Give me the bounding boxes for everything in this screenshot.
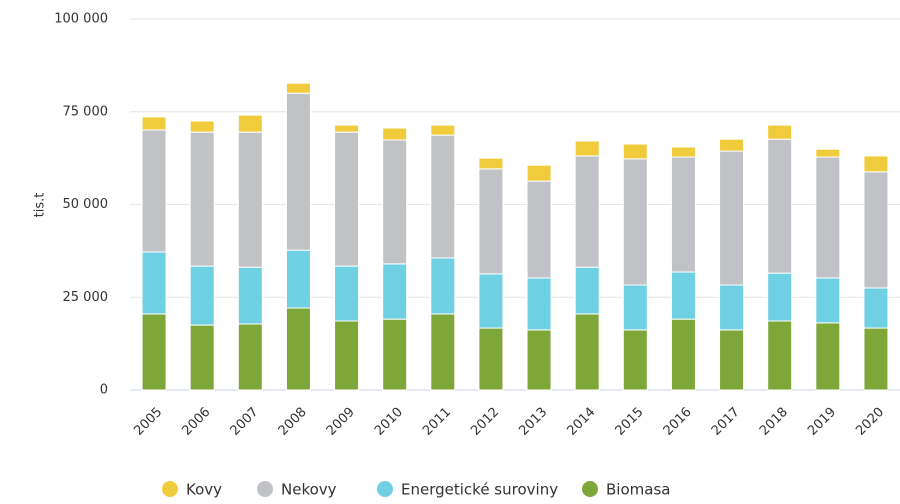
bar-segment xyxy=(526,180,552,279)
bar-segment xyxy=(285,92,311,251)
legend-marker xyxy=(257,481,273,497)
y-tick-label: 50 000 xyxy=(63,197,109,212)
bar-segment xyxy=(670,146,696,158)
x-tick-label: 2016 xyxy=(661,405,695,439)
legend-marker xyxy=(582,481,598,497)
bar-segment xyxy=(622,284,648,331)
bar-segment xyxy=(670,271,696,320)
bar-segment xyxy=(815,277,841,324)
x-tick-label: 2013 xyxy=(516,405,550,439)
bar-segment xyxy=(430,134,456,259)
bar-segment xyxy=(141,251,167,315)
bar-segment xyxy=(719,138,745,152)
y-tick-label: 100 000 xyxy=(54,12,108,27)
bar-segment xyxy=(382,139,408,265)
bar-segment xyxy=(863,155,889,173)
x-tick-label: 2019 xyxy=(805,405,839,439)
bar-segment xyxy=(767,272,793,322)
bar-segment xyxy=(237,114,263,133)
bar-segment xyxy=(285,249,311,309)
bar-segment xyxy=(478,168,504,275)
bar-segment xyxy=(863,171,889,289)
bar-segment xyxy=(622,143,648,160)
bar-segment xyxy=(622,329,648,391)
bar-segment xyxy=(189,120,215,133)
bar-segment xyxy=(815,148,841,158)
bar-segment xyxy=(141,313,167,391)
x-tick-label: 2012 xyxy=(468,405,502,439)
bar-segment xyxy=(382,263,408,320)
bar-segment xyxy=(285,307,311,391)
bar-segment xyxy=(622,158,648,286)
x-tick-label: 2020 xyxy=(853,405,887,439)
bar-segment xyxy=(189,265,215,326)
legend-marker xyxy=(377,481,393,497)
x-tick-label: 2011 xyxy=(420,405,454,439)
bar-segment xyxy=(574,266,600,315)
bar-segment xyxy=(670,318,696,391)
legend-label: Biomasa xyxy=(606,481,670,499)
bar-segment xyxy=(189,131,215,267)
bar-segment xyxy=(526,164,552,182)
bar-segment xyxy=(478,327,504,391)
bar-segment xyxy=(863,287,889,329)
y-tick-label: 0 xyxy=(100,383,108,398)
bar-segment xyxy=(334,320,360,391)
bar-segment xyxy=(526,329,552,391)
legend-label: Energetické suroviny xyxy=(401,481,558,499)
y-axis-title: tis.t xyxy=(33,193,48,218)
bar-segment xyxy=(670,156,696,273)
legend-marker xyxy=(162,481,178,497)
bar-segment xyxy=(478,157,504,170)
x-tick-label: 2005 xyxy=(131,405,165,439)
bar-segment xyxy=(767,124,793,140)
legend-label: Kovy xyxy=(186,481,222,499)
x-tick-label: 2006 xyxy=(179,405,213,439)
bar-segment xyxy=(863,327,889,391)
bar-segment xyxy=(189,324,215,391)
bar-segment xyxy=(574,313,600,391)
x-tick-label: 2017 xyxy=(709,405,743,439)
bar-segment xyxy=(141,116,167,131)
legend-label: Nekovy xyxy=(281,481,337,499)
y-tick-label: 25 000 xyxy=(63,290,109,305)
x-tick-label: 2015 xyxy=(613,405,647,439)
x-tick-label: 2009 xyxy=(324,405,358,439)
bar-segment xyxy=(526,277,552,331)
bar-segment xyxy=(430,124,456,136)
bar-segment xyxy=(285,82,311,94)
x-tick-label: 2010 xyxy=(372,405,406,439)
bar-segment xyxy=(430,257,456,315)
bar-segment xyxy=(719,150,745,286)
bar-segment xyxy=(767,320,793,391)
bar-segment xyxy=(767,138,793,274)
bar-segment xyxy=(237,266,263,325)
bar-segment xyxy=(141,129,167,253)
x-tick-label: 2018 xyxy=(757,405,791,439)
bar-segment xyxy=(478,273,504,329)
x-tick-label: 2007 xyxy=(228,405,262,439)
x-tick-label: 2008 xyxy=(276,405,310,439)
bar-segment xyxy=(815,156,841,279)
bar-segment xyxy=(382,318,408,391)
bar-segment xyxy=(237,131,263,268)
bar-segment xyxy=(574,140,600,157)
y-tick-label: 75 000 xyxy=(63,104,109,119)
bar-segment xyxy=(719,284,745,331)
bar-segment xyxy=(382,127,408,141)
bar-segment xyxy=(237,323,263,391)
bar-segment xyxy=(334,124,360,133)
bar-segment xyxy=(334,131,360,267)
bar-segment xyxy=(815,322,841,391)
bar-segment xyxy=(574,155,600,268)
bar-segment xyxy=(334,265,360,322)
bar-segment xyxy=(430,313,456,391)
bar-segment xyxy=(719,329,745,391)
x-tick-label: 2014 xyxy=(564,405,598,439)
